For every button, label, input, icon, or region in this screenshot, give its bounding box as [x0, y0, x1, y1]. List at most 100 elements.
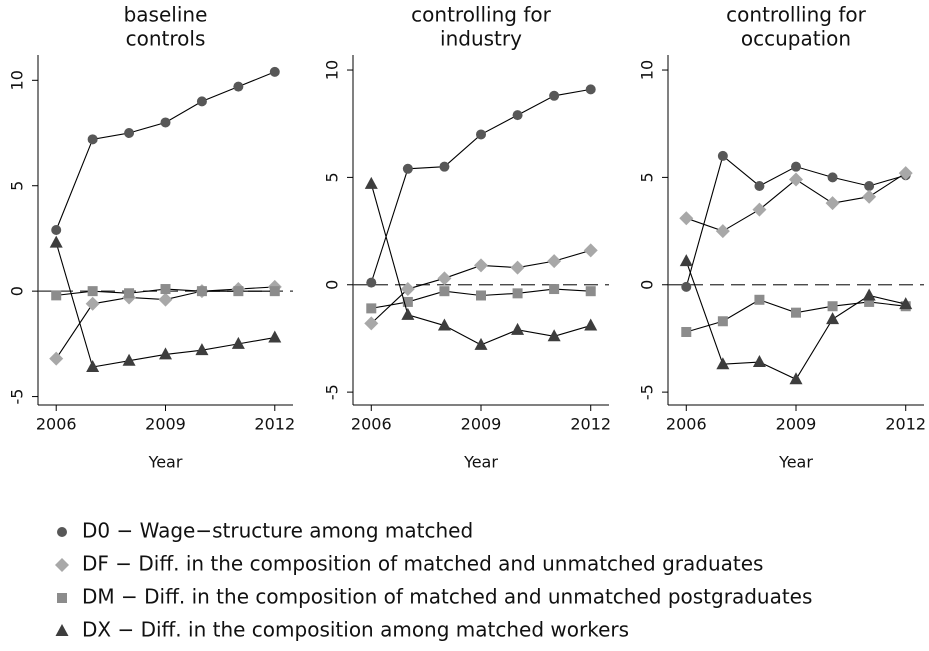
x-tick-label: 2009	[145, 415, 186, 434]
y-tick-label: -5	[8, 389, 27, 405]
marker	[400, 282, 415, 297]
marker	[862, 189, 877, 204]
chart-title: controlling for	[726, 3, 866, 27]
marker	[366, 277, 377, 288]
y-tick-label: 5	[638, 172, 657, 182]
marker	[87, 286, 98, 297]
marker	[195, 343, 209, 356]
x-axis-label: Year	[463, 453, 498, 472]
marker	[511, 322, 525, 335]
chart-title: controls	[126, 27, 206, 51]
legend-marker	[57, 593, 67, 603]
legend-label: D0 − Wage−structure among matched	[82, 519, 473, 543]
marker	[268, 330, 282, 343]
marker	[364, 176, 378, 189]
marker	[87, 134, 98, 145]
marker	[681, 281, 692, 292]
marker	[49, 351, 64, 366]
marker	[752, 355, 766, 368]
marker	[789, 372, 803, 385]
marker	[547, 329, 561, 342]
y-tick-label: 0	[8, 286, 27, 296]
marker	[681, 326, 692, 337]
y-tick-label: -5	[638, 384, 657, 400]
x-tick-label: 2009	[776, 415, 817, 434]
x-tick-label: 2006	[351, 415, 392, 434]
marker	[510, 260, 525, 275]
chart-title: occupation	[741, 27, 851, 51]
y-tick-label: 5	[323, 172, 342, 182]
marker	[124, 128, 135, 139]
marker	[364, 316, 379, 331]
marker	[791, 161, 801, 172]
marker	[716, 357, 730, 370]
marker	[549, 90, 560, 101]
marker	[233, 81, 244, 92]
marker	[754, 180, 765, 191]
marker	[752, 202, 767, 217]
legend-marker	[55, 558, 69, 572]
marker	[196, 96, 207, 107]
x-tick-label: 2006	[36, 415, 77, 434]
marker	[717, 150, 728, 161]
marker	[158, 292, 173, 307]
marker	[512, 110, 523, 121]
marker	[584, 318, 598, 331]
marker	[124, 288, 135, 299]
marker	[269, 286, 280, 297]
marker	[679, 254, 693, 267]
marker	[754, 294, 765, 305]
marker	[898, 166, 913, 181]
legend-marker	[57, 527, 67, 537]
marker	[826, 312, 840, 325]
marker	[474, 337, 488, 350]
marker	[437, 271, 452, 286]
marker	[476, 129, 486, 140]
marker	[585, 84, 596, 95]
marker	[269, 66, 280, 77]
legend-marker	[55, 624, 69, 636]
marker	[160, 284, 171, 295]
marker	[474, 258, 488, 273]
marker	[827, 301, 838, 312]
chart-title: baseline	[124, 3, 208, 27]
marker	[49, 235, 63, 248]
marker	[366, 303, 377, 314]
legend-label: DF − Diff. in the composition of matched…	[82, 552, 763, 576]
marker	[899, 297, 913, 310]
marker	[439, 161, 450, 172]
marker	[583, 243, 598, 258]
marker	[512, 288, 523, 299]
y-tick-label: 0	[323, 280, 342, 290]
marker	[51, 225, 62, 235]
marker	[789, 172, 803, 187]
y-tick-label: 10	[8, 70, 27, 90]
x-tick-label: 2009	[461, 415, 502, 434]
marker	[476, 290, 486, 301]
marker	[791, 307, 801, 318]
marker	[715, 224, 730, 239]
chart-title: industry	[440, 27, 522, 51]
y-tick-label: 10	[638, 60, 657, 80]
marker	[585, 286, 596, 297]
series-line	[370, 88, 591, 283]
x-axis-label: Year	[778, 453, 813, 472]
marker	[402, 296, 413, 307]
marker	[401, 307, 415, 320]
marker	[233, 286, 244, 297]
marker	[864, 180, 875, 191]
marker	[717, 316, 728, 327]
marker	[122, 353, 136, 366]
y-tick-label: -5	[323, 384, 342, 400]
marker	[547, 254, 562, 269]
chart-title: controlling for	[411, 3, 551, 27]
y-tick-label: 0	[638, 280, 657, 290]
y-tick-label: 10	[323, 60, 342, 80]
marker	[85, 296, 100, 311]
marker	[51, 290, 62, 301]
marker	[439, 286, 450, 297]
legend-label: DX − Diff. in the composition among matc…	[82, 618, 629, 642]
x-tick-label: 2012	[570, 415, 611, 434]
marker	[679, 211, 694, 226]
